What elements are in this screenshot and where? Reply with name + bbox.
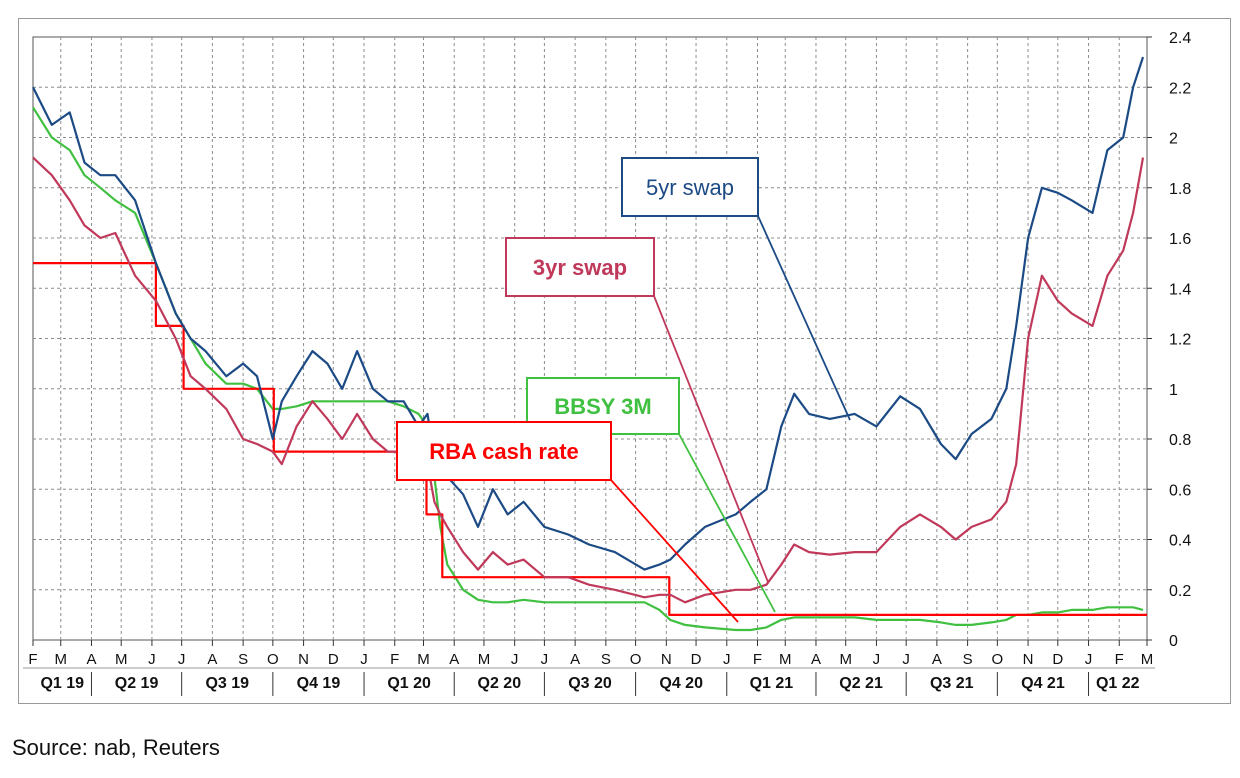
month-tick-label: N <box>661 651 672 668</box>
annotation-leader-5yr-swap <box>757 215 851 421</box>
quarter-label: Q1 22 <box>1096 675 1140 692</box>
series-line-bbsy-3m <box>32 106 1144 632</box>
month-tick-label: S <box>238 651 248 668</box>
month-tick-label: J <box>1085 651 1093 668</box>
month-tick-label: M <box>779 651 792 668</box>
y-tick-label: 1.2 <box>1169 332 1191 349</box>
quarter-label: Q4 20 <box>659 675 703 692</box>
month-tick-label: A <box>207 651 217 668</box>
month-tick-label: J <box>723 651 731 668</box>
month-tick-label: S <box>601 651 611 668</box>
series-line-5yr-swap <box>32 56 1145 571</box>
y-tick-label: 1.6 <box>1169 231 1191 248</box>
source-note: Source: nab, Reuters <box>12 735 220 760</box>
month-tick-label: J <box>178 651 186 668</box>
annotation-leader-3yr-swap <box>653 295 769 583</box>
y-tick-label: 2.4 <box>1169 30 1191 47</box>
month-tick-label: A <box>449 651 459 668</box>
month-tick-label: F <box>753 651 762 668</box>
month-tick-label: D <box>691 651 702 668</box>
month-tick-label: J <box>541 651 549 668</box>
quarter-label: Q1 20 <box>387 675 431 692</box>
line-chart: 00.20.40.60.811.21.41.61.822.22.4F M A M J J A… <box>23 30 1191 696</box>
quarter-label: Q1 19 <box>40 675 84 692</box>
y-tick-label: 0.2 <box>1169 583 1191 600</box>
month-tick-label: F <box>390 651 399 668</box>
month-tick-label: A <box>86 651 96 668</box>
month-tick-label: M <box>839 651 852 668</box>
y-tick-label: 2.2 <box>1169 80 1191 97</box>
month-tick-label: A <box>932 651 942 668</box>
month-tick-label: O <box>992 651 1004 668</box>
month-tick-label: D <box>328 651 339 668</box>
annotation-box-3yr-swap <box>505 237 655 297</box>
month-tick-label: N <box>298 651 309 668</box>
month-tick-label: A <box>570 651 580 668</box>
plot-area <box>32 36 1148 641</box>
y-tick-label: 0.4 <box>1169 533 1191 550</box>
quarter-label: Q1 21 <box>750 675 794 692</box>
month-tick-label: M <box>417 651 430 668</box>
quarter-label: Q3 20 <box>568 675 612 692</box>
quarter-label: Q2 20 <box>478 675 522 692</box>
annotation-box-rba-cash-rate <box>396 421 612 481</box>
series-line-3yr-swap <box>32 156 1145 604</box>
month-tick-label: J <box>873 651 881 668</box>
y-tick-label: 1 <box>1169 382 1178 399</box>
month-tick-label: S <box>963 651 973 668</box>
month-tick-label: O <box>267 651 279 668</box>
quarter-label: Q2 21 <box>839 675 883 692</box>
annotation-label-rba-cash-rate: RBA cash rate <box>429 439 579 464</box>
y-tick-label: 1.4 <box>1169 281 1191 298</box>
annotation-box-5yr-swap <box>621 157 759 217</box>
annotation-label-3yr-swap: 3yr swap <box>533 255 627 280</box>
quarter-label: Q2 19 <box>115 675 159 692</box>
y-tick-label: 0.8 <box>1169 432 1191 449</box>
quarter-label: Q4 21 <box>1021 675 1065 692</box>
month-tick-label: O <box>630 651 642 668</box>
series-line-rba-cash-rate <box>33 262 1147 617</box>
month-tick-label: J <box>148 651 156 668</box>
quarter-label: Q4 19 <box>297 675 341 692</box>
annotation-leader-bbsy-3m <box>678 433 776 613</box>
month-tick-label: F <box>1115 651 1124 668</box>
month-tick-label: J <box>511 651 519 668</box>
quarter-label: Q3 21 <box>930 675 974 692</box>
annotation-label-bbsy-3m: BBSY 3M <box>554 394 651 419</box>
y-tick-label: 1.8 <box>1169 181 1191 198</box>
annotation-leader-rba-cash-rate <box>610 479 739 623</box>
month-tick-label: M <box>478 651 491 668</box>
month-tick-label: M <box>1141 651 1154 668</box>
quarter-label: Q3 19 <box>205 675 249 692</box>
chart-frame <box>18 18 1231 704</box>
month-tick-label: J <box>360 651 368 668</box>
y-tick-label: 0.6 <box>1169 482 1191 499</box>
annotation-label-5yr-swap: 5yr swap <box>646 175 734 200</box>
month-tick-label: M <box>55 651 68 668</box>
month-tick-label: M <box>115 651 128 668</box>
month-tick-label: J <box>902 651 910 668</box>
month-tick-label: N <box>1023 651 1034 668</box>
y-tick-label: 2 <box>1169 131 1178 148</box>
y-tick-label: 0 <box>1169 633 1178 650</box>
month-tick-label: F <box>28 651 37 668</box>
month-tick-label: A <box>811 651 821 668</box>
month-tick-label: D <box>1052 651 1063 668</box>
